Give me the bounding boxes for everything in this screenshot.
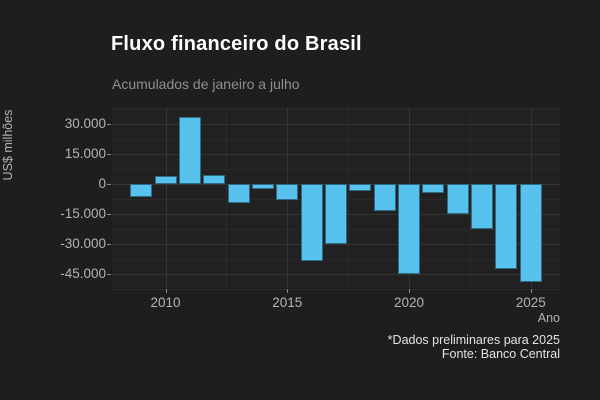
v-gridline-major: [165, 107, 167, 288]
y-tick-mark: [107, 184, 111, 185]
x-tick-mark: [165, 289, 167, 293]
bar-2014: [251, 184, 274, 190]
bar-2009: [130, 184, 153, 198]
h-gridline-minor: [112, 289, 560, 290]
y-tick-label: -15.000: [60, 206, 106, 221]
bar-2012: [203, 175, 226, 184]
y-tick-mark: [107, 274, 111, 275]
y-tick-mark: [107, 154, 111, 155]
h-gridline-major: [112, 244, 560, 245]
y-tick-mark: [107, 244, 111, 245]
chart-title: Fluxo financeiro do Brasil: [111, 33, 362, 55]
bar-2022: [446, 184, 469, 215]
y-tick-label: 15.000: [64, 146, 106, 161]
bar-2011: [178, 117, 201, 184]
bar-2021: [422, 184, 445, 193]
bar-2025: [519, 184, 542, 283]
x-axis-title: Ano: [537, 311, 560, 325]
caption-preliminary-note: *Dados preliminares para 2025: [387, 333, 560, 347]
h-gridline-minor: [112, 139, 560, 140]
h-gridline-major: [112, 154, 560, 155]
x-tick-mark: [530, 289, 532, 293]
h-gridline-minor: [112, 169, 560, 170]
bar-2018: [349, 184, 372, 191]
plot-panel: [112, 107, 560, 290]
v-gridline-minor: [226, 107, 228, 288]
x-tick-label: 2020: [394, 295, 425, 310]
bar-2023: [471, 184, 494, 229]
x-tick-mark: [409, 289, 411, 293]
v-gridline-minor: [469, 107, 471, 288]
y-tick-label: 30.000: [64, 116, 106, 131]
chart-subtitle: Acumulados de janeiro a julho: [112, 76, 300, 92]
x-tick-mark: [287, 289, 289, 293]
y-tick-label: -30.000: [60, 236, 106, 251]
h-gridline-minor: [112, 109, 560, 110]
x-tick-label: 2010: [150, 295, 181, 310]
bar-2015: [276, 184, 299, 200]
h-gridline-major: [112, 274, 560, 275]
y-tick-label: -45.000: [60, 266, 106, 281]
bar-2019: [373, 184, 396, 212]
h-gridline-major: [112, 124, 560, 125]
v-gridline-minor: [348, 107, 350, 288]
y-tick-mark: [107, 214, 111, 215]
y-tick-mark: [107, 124, 111, 125]
bar-2024: [495, 184, 518, 270]
bar-2010: [154, 176, 177, 184]
y-tick-label: 0: [98, 176, 106, 191]
bar-2017: [325, 184, 347, 245]
h-gridline-minor: [112, 259, 560, 260]
bar-2020: [398, 184, 421, 275]
bar-2013: [227, 184, 250, 203]
bar-2016: [300, 184, 323, 262]
x-tick-label: 2015: [272, 295, 303, 310]
caption-source: Fonte: Banco Central: [441, 347, 560, 361]
x-tick-label: 2025: [515, 295, 546, 310]
